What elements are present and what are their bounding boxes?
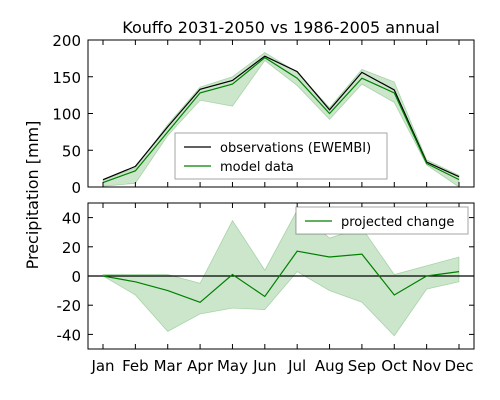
series-line-0 bbox=[102, 55, 460, 181]
x-tick-label: Feb bbox=[122, 357, 149, 375]
x-tick-label: Oct bbox=[381, 357, 407, 375]
y-tick-label: -20 bbox=[57, 297, 82, 315]
x-tick-label: Nov bbox=[412, 357, 441, 375]
x-tick-label: Aug bbox=[315, 357, 344, 375]
y-tick-label: 150 bbox=[52, 69, 81, 87]
bottom-panel: -40 -20 0 20 40 Jan Feb Mar Apr May Jun Jul Aug Sep Oc… bbox=[57, 202, 475, 375]
x-tick-label: Jan bbox=[90, 357, 114, 375]
x-tick-label: Dec bbox=[444, 357, 473, 375]
y-tick-label: 0 bbox=[71, 179, 81, 197]
x-tick-label: Sep bbox=[348, 357, 376, 375]
legend-label: observations (EWEMBI) bbox=[220, 141, 371, 156]
series-line-1 bbox=[102, 56, 460, 184]
x-tick-label: May bbox=[217, 357, 248, 375]
legend-box bbox=[174, 132, 388, 180]
chart-title: Kouffo 2031-2050 vs 1986-2005 annual bbox=[122, 18, 439, 37]
y-tick-label: 50 bbox=[62, 142, 81, 160]
legend-label: projected change bbox=[341, 215, 454, 230]
y-tick-label: 200 bbox=[52, 32, 81, 50]
x-tick-label: Apr bbox=[187, 357, 214, 375]
x-tick-label: Jul bbox=[287, 357, 306, 375]
y-tick-label: -40 bbox=[57, 326, 82, 344]
x-tick-label: Jun bbox=[252, 357, 276, 375]
y-tick-label: 100 bbox=[52, 106, 81, 124]
y-tick-label: 40 bbox=[62, 210, 81, 228]
series-line-0 bbox=[102, 250, 460, 303]
y-tick-label: 0 bbox=[71, 268, 81, 286]
legend-label: model data bbox=[220, 160, 294, 175]
y-tick-label: 20 bbox=[62, 239, 81, 257]
x-tick-label: Mar bbox=[154, 357, 183, 375]
y-axis-label: Precipitation [mm] bbox=[23, 121, 42, 270]
top-panel: 0 50 100 150 200 observations (EWEMBI) model d… bbox=[52, 32, 475, 197]
